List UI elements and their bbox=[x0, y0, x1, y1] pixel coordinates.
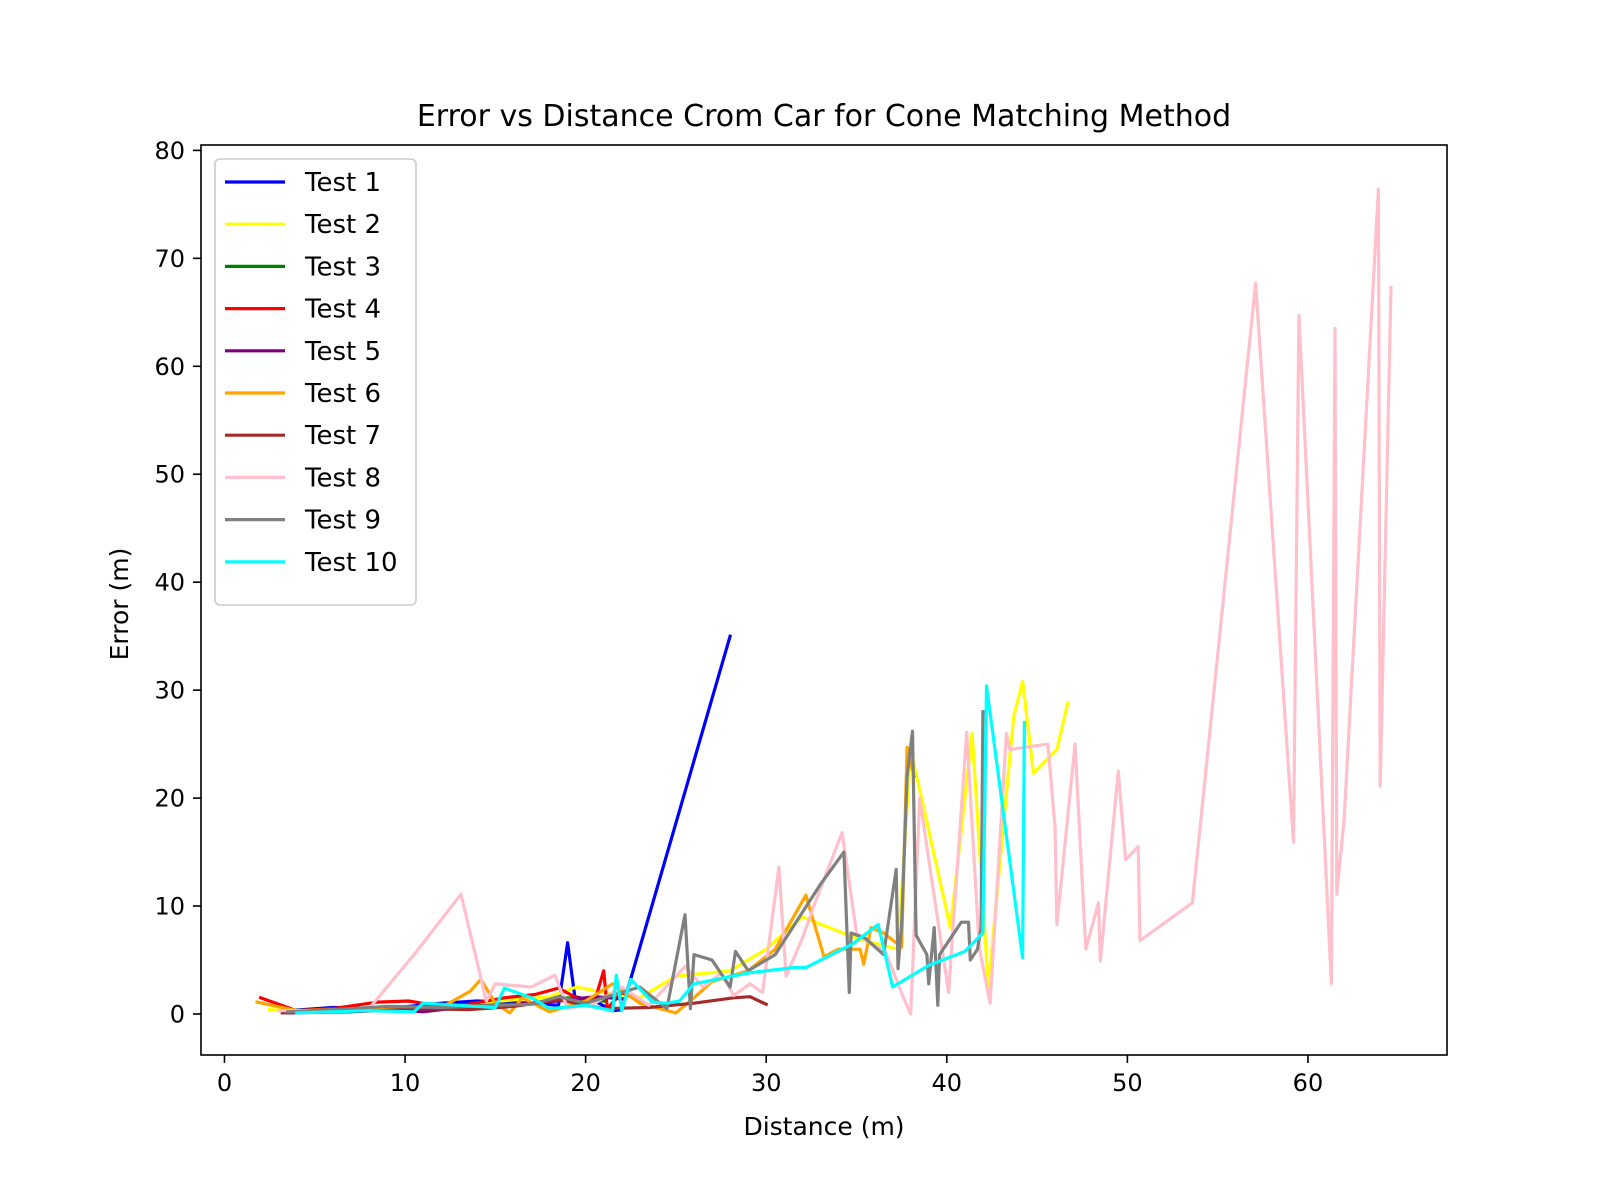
x-tick-label: 50 bbox=[1112, 1069, 1143, 1097]
series-layer bbox=[255, 187, 1393, 1016]
y-tick-label: 70 bbox=[154, 245, 185, 273]
chart-title: Error vs Distance Crom Car for Cone Matc… bbox=[417, 99, 1231, 134]
x-tick-label: 30 bbox=[751, 1069, 782, 1097]
x-tick-label: 10 bbox=[390, 1069, 421, 1097]
legend-label-test-8: Test 8 bbox=[304, 463, 381, 493]
y-axis-title: Error (m) bbox=[105, 548, 134, 661]
x-tick-label: 60 bbox=[1293, 1069, 1324, 1097]
legend-label-test-3: Test 3 bbox=[304, 252, 381, 282]
y-tick-label: 20 bbox=[154, 785, 185, 813]
legend-label-test-7: Test 7 bbox=[304, 421, 381, 451]
y-tick-label: 10 bbox=[154, 893, 185, 921]
y-tick-label: 80 bbox=[154, 137, 185, 165]
legend-label-test-6: Test 6 bbox=[304, 379, 381, 409]
legend-label-test-5: Test 5 bbox=[304, 337, 381, 367]
x-tick-label: 40 bbox=[932, 1069, 963, 1097]
legend-label-test-4: Test 4 bbox=[304, 295, 381, 325]
legend-label-test-10: Test 10 bbox=[304, 548, 398, 578]
y-tick-label: 40 bbox=[154, 569, 185, 597]
x-axis: 0 10 20 30 40 50 60 bbox=[217, 1055, 1323, 1097]
legend-label-test-2: Test 2 bbox=[304, 210, 381, 240]
series-line-test-10 bbox=[295, 684, 1027, 1015]
x-tick-label: 20 bbox=[570, 1069, 601, 1097]
y-tick-label: 50 bbox=[154, 461, 185, 489]
plot-area-frame bbox=[200, 144, 1448, 1056]
y-tick-label: 30 bbox=[154, 677, 185, 705]
x-tick-label: 0 bbox=[217, 1069, 232, 1097]
legend-box bbox=[214, 158, 417, 606]
legend-label-test-1: Test 1 bbox=[304, 168, 381, 198]
y-tick-label: 0 bbox=[170, 1000, 185, 1028]
x-axis-title: Distance (m) bbox=[743, 1112, 904, 1141]
y-tick-label: 60 bbox=[154, 353, 185, 381]
legend: Test 1 Test 2 Test 3 Test 4 Test 5 Test 6 Test… bbox=[214, 158, 417, 606]
series-line-test-9 bbox=[286, 710, 985, 1014]
legend-label-test-9: Test 9 bbox=[304, 506, 381, 536]
y-axis: 0 10 20 30 40 50 60 70 80 bbox=[154, 137, 201, 1028]
